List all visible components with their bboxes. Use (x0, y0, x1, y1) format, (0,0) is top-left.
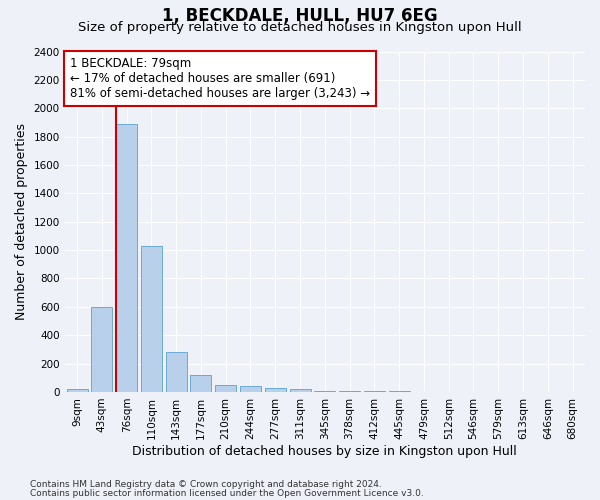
Bar (389, 391, 410, 392)
X-axis label: Distribution of detached houses by size in Kingston upon Hull: Distribution of detached houses by size … (133, 444, 517, 458)
Bar (141, 246, 162, 392)
Bar (364, 391, 385, 392)
Bar (166, 352, 187, 392)
Text: 1, BECKDALE, HULL, HU7 6EG: 1, BECKDALE, HULL, HU7 6EG (162, 8, 438, 26)
Y-axis label: Number of detached properties: Number of detached properties (15, 123, 28, 320)
Text: 1 BECKDALE: 79sqm
← 17% of detached houses are smaller (691)
81% of semi-detache: 1 BECKDALE: 79sqm ← 17% of detached hous… (70, 56, 370, 100)
Bar (67, 389, 88, 392)
Text: Size of property relative to detached houses in Kingston upon Hull: Size of property relative to detached ho… (78, 21, 522, 34)
Bar (215, 385, 236, 392)
Bar (265, 388, 286, 392)
Bar (339, 391, 360, 392)
Text: Contains public sector information licensed under the Open Government Licence v3: Contains public sector information licen… (30, 488, 424, 498)
Bar (314, 391, 335, 392)
Text: Contains HM Land Registry data © Crown copyright and database right 2024.: Contains HM Land Registry data © Crown c… (30, 480, 382, 489)
Bar (290, 389, 311, 392)
Bar (91, 307, 112, 392)
Bar (116, 124, 137, 392)
Bar (240, 386, 261, 392)
Bar (190, 375, 211, 392)
